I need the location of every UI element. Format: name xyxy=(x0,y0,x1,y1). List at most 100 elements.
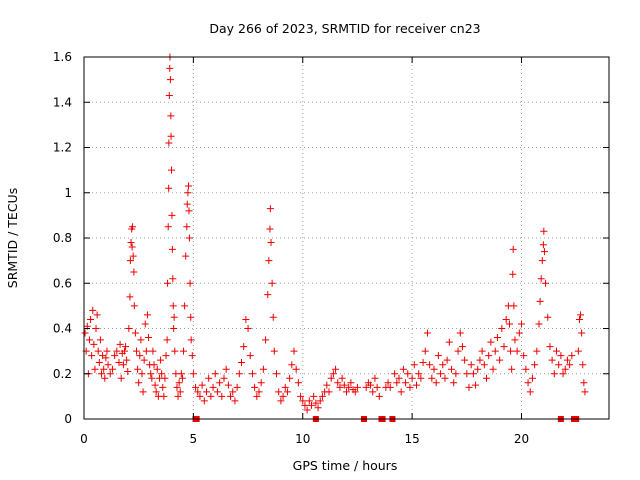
data-point xyxy=(535,320,543,328)
data-point xyxy=(277,397,285,405)
data-point xyxy=(168,245,176,253)
data-point xyxy=(386,383,394,391)
data-point xyxy=(526,388,534,396)
data-point xyxy=(286,374,294,382)
data-point xyxy=(113,347,121,355)
y-tick-label: 1.2 xyxy=(53,141,72,155)
data-point xyxy=(323,381,331,389)
data-point xyxy=(134,365,142,373)
data-point xyxy=(141,320,149,328)
data-point xyxy=(165,91,173,99)
data-point xyxy=(128,243,136,251)
data-point xyxy=(231,397,239,405)
data-point xyxy=(310,392,318,400)
data-point xyxy=(340,381,348,389)
data-point xyxy=(147,370,155,378)
data-point xyxy=(163,336,171,344)
data-point xyxy=(100,365,108,373)
data-point xyxy=(430,365,438,373)
data-point xyxy=(538,257,546,265)
data-point xyxy=(408,374,416,382)
data-point xyxy=(487,338,495,346)
data-point xyxy=(175,379,183,387)
data-point xyxy=(283,388,291,396)
data-series-srmtid xyxy=(81,53,589,414)
data-point xyxy=(555,361,563,369)
data-point xyxy=(81,329,89,337)
data-point xyxy=(325,388,333,396)
data-point xyxy=(327,374,335,382)
data-point xyxy=(115,358,123,366)
data-point xyxy=(550,370,558,378)
data-point xyxy=(203,388,210,396)
data-point xyxy=(384,379,392,387)
data-point xyxy=(152,388,160,396)
data-point xyxy=(303,406,311,414)
data-point xyxy=(443,356,451,364)
data-point xyxy=(160,392,168,400)
data-point xyxy=(266,225,274,233)
data-point xyxy=(493,334,501,342)
data-point xyxy=(292,365,300,373)
data-point xyxy=(536,297,544,305)
data-point xyxy=(95,358,103,366)
data-point xyxy=(104,361,112,369)
data-point xyxy=(448,365,455,373)
data-point xyxy=(345,383,353,391)
data-point xyxy=(316,397,324,405)
data-point xyxy=(428,374,436,382)
data-point xyxy=(456,329,464,337)
data-point xyxy=(480,361,488,369)
data-point xyxy=(127,239,135,247)
data-point xyxy=(413,381,420,389)
axis-ticks: 0 5 10 15 20 0 0.2 0.4 0.6 0.8 1 1.2 1.4 1.6 xyxy=(53,50,609,446)
data-point xyxy=(135,379,143,387)
x-tick-label: 5 xyxy=(190,432,198,446)
data-point xyxy=(270,347,278,355)
data-point xyxy=(181,302,189,310)
data-point xyxy=(502,315,510,323)
data-point xyxy=(579,361,587,369)
data-point xyxy=(432,379,440,387)
data-point xyxy=(445,338,453,346)
data-point xyxy=(264,291,272,299)
data-point xyxy=(557,352,565,360)
data-point xyxy=(142,347,150,355)
y-tick-label: 0 xyxy=(64,412,72,426)
chart-title: Day 266 of 2023, SRMTID for receiver cn2… xyxy=(209,21,480,36)
data-point xyxy=(148,374,156,382)
data-point xyxy=(131,329,139,337)
data-point xyxy=(88,352,96,360)
data-point xyxy=(513,347,521,355)
data-point xyxy=(167,132,175,140)
data-point xyxy=(122,343,130,351)
data-point xyxy=(522,365,530,373)
data-point xyxy=(491,347,499,355)
data-point xyxy=(483,374,490,382)
data-point xyxy=(126,293,134,301)
data-point xyxy=(85,336,93,344)
data-point xyxy=(240,343,248,351)
data-point xyxy=(434,352,442,360)
data-point xyxy=(253,392,261,400)
data-point xyxy=(336,383,344,391)
data-point xyxy=(178,374,186,382)
data-point xyxy=(297,392,305,400)
data-point xyxy=(91,365,99,373)
x-tick-label: 15 xyxy=(404,432,419,446)
data-point xyxy=(528,374,536,382)
data-point xyxy=(229,388,237,396)
data-point xyxy=(395,374,403,382)
data-point xyxy=(410,361,418,369)
data-point xyxy=(224,381,232,389)
data-point xyxy=(164,223,172,231)
data-point xyxy=(510,302,518,310)
data-point xyxy=(235,370,243,378)
data-point xyxy=(520,352,528,360)
data-point xyxy=(220,374,228,382)
data-point xyxy=(139,388,147,396)
data-point xyxy=(96,336,104,344)
data-point xyxy=(130,268,138,276)
data-point xyxy=(120,347,128,355)
data-point xyxy=(200,397,208,405)
